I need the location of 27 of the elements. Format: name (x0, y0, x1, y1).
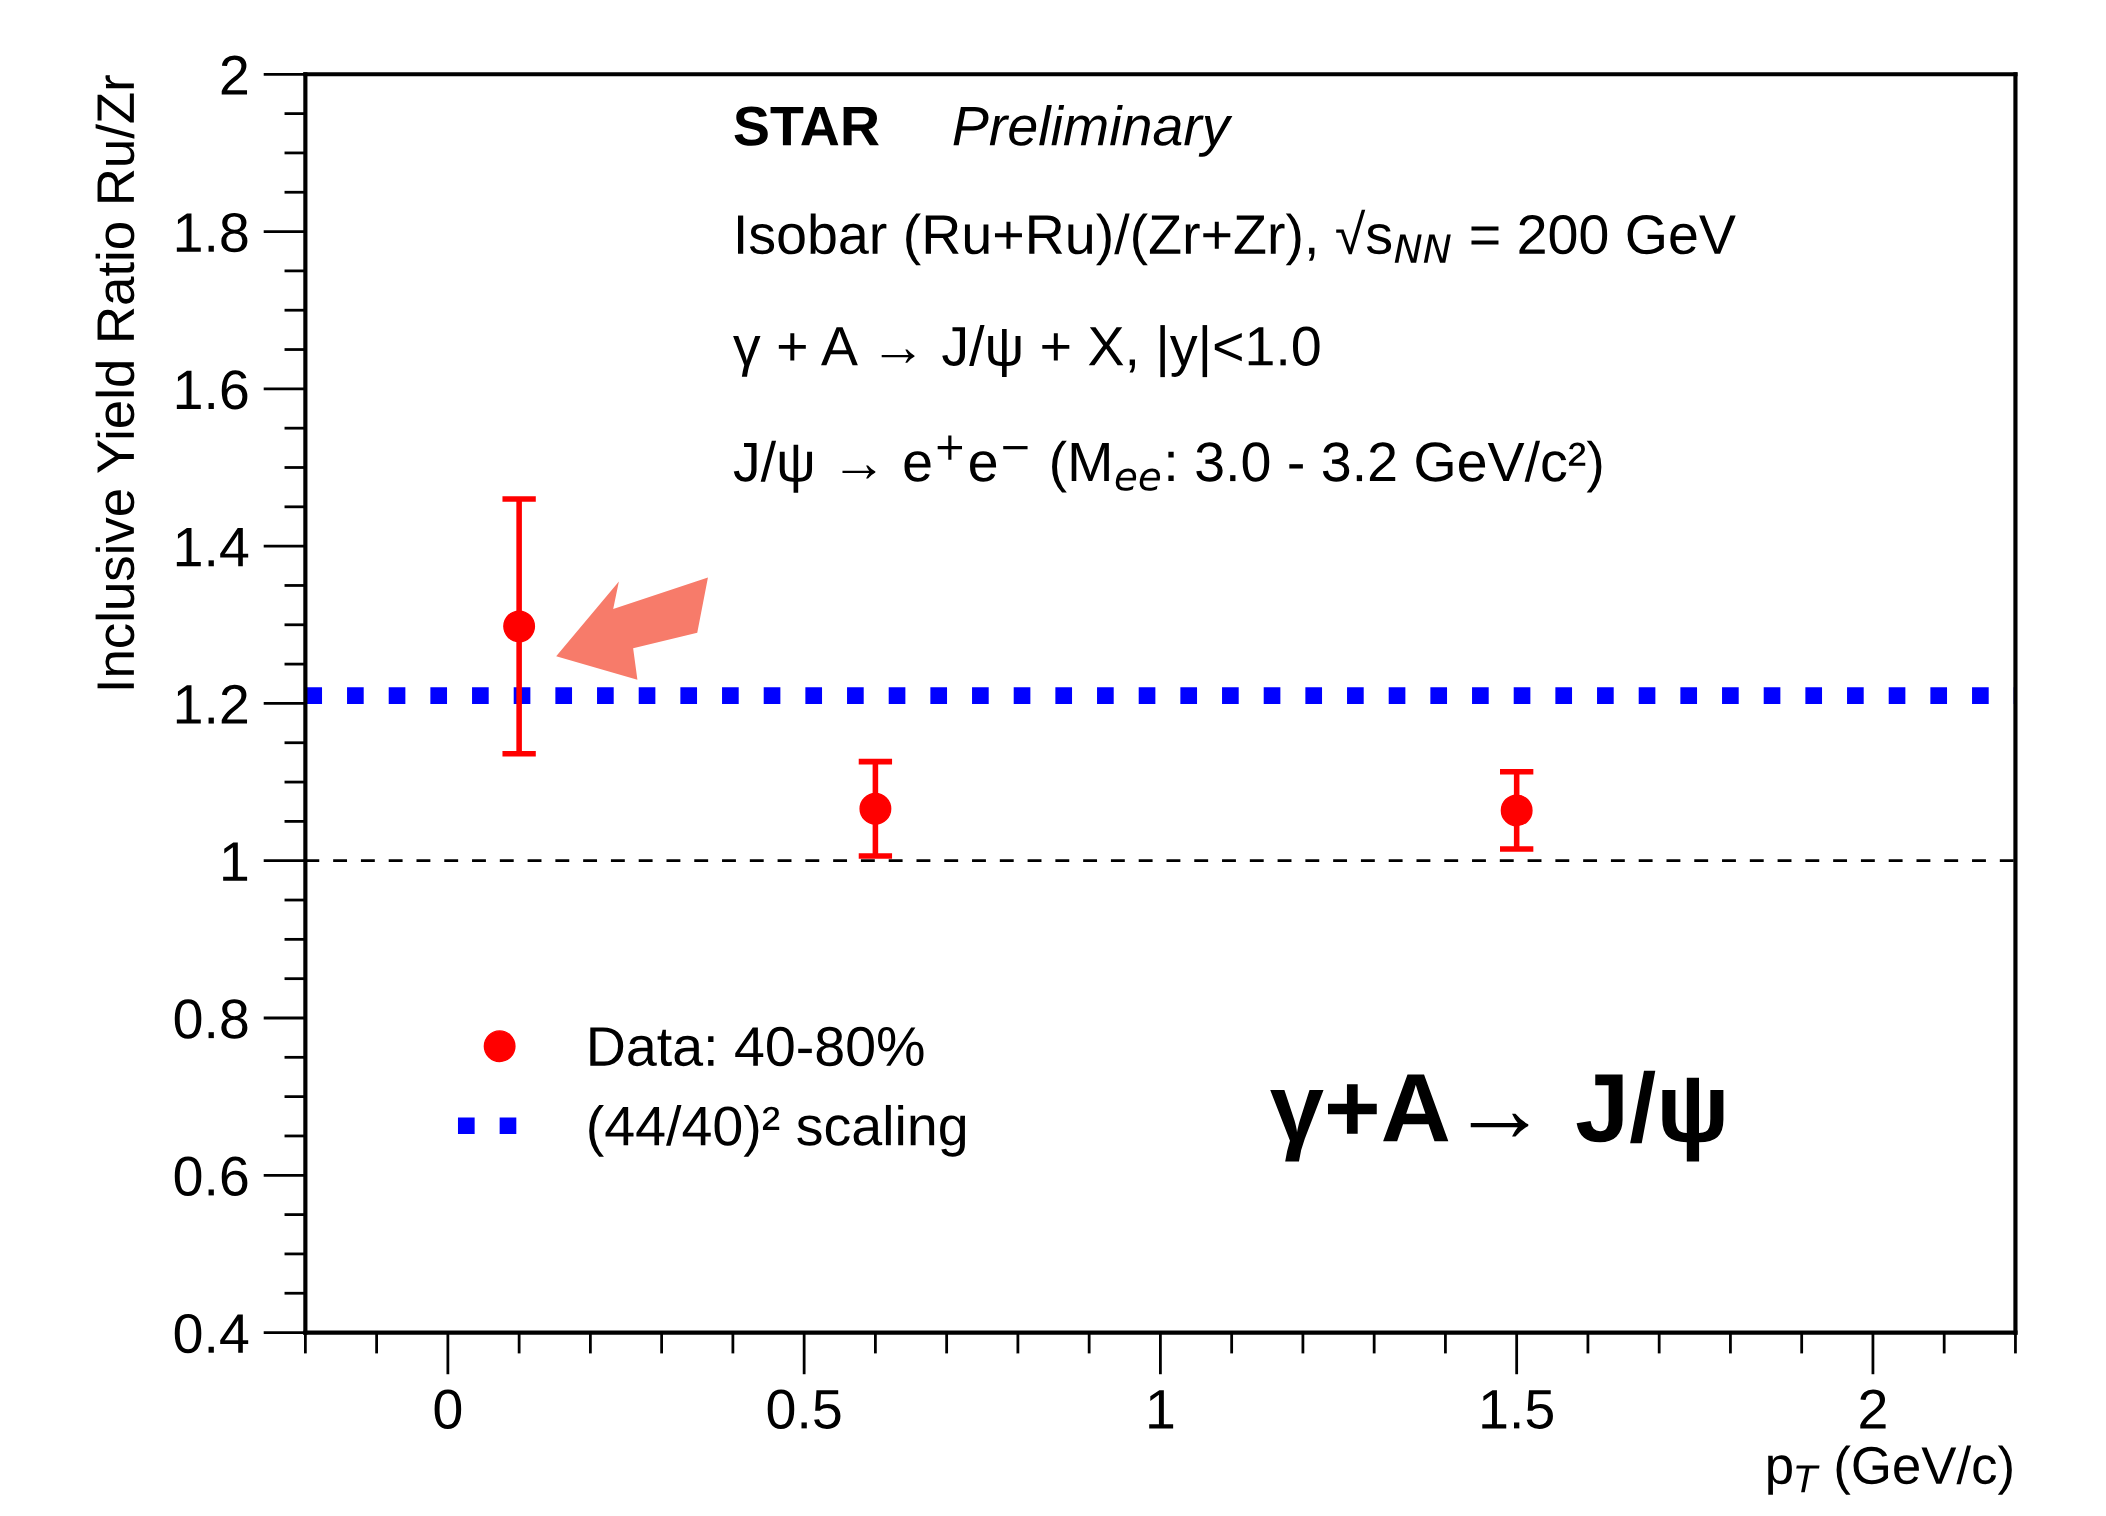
x-tick-label: 2 (1860, 1389, 1886, 1429)
y-tick-label: 0.8 (174, 999, 248, 1039)
point (859, 792, 892, 825)
annotation: J/ψ → e$^{+}$e$^{−}$ (M$_{ee}$: 3.0 - 3.2 GeV/c²) (733, 435, 1602, 493)
x-tick-label: 0 (434, 1389, 462, 1429)
x-tick-label: 0.5 (767, 1389, 841, 1429)
point (503, 610, 536, 643)
legend-label: Data: 40-80% (590, 1026, 924, 1067)
y-tick-label: 1.4 (176, 528, 249, 567)
y-tick-label: 2 (221, 55, 248, 95)
x-axis-title: p$_{T}$ (GeV/c) (1768, 1445, 2012, 1495)
y-tick-label: 1.8 (176, 212, 248, 253)
y-axis-title: Inclusive Yield Ratio Ru/Zr (95, 75, 135, 689)
x-tick-label: 1 (1149, 1390, 1174, 1429)
annotation: Preliminary (953, 105, 1233, 157)
x-tick-label: 1.5 (1482, 1390, 1553, 1429)
y-tick-label: 0.6 (174, 1156, 248, 1196)
y-tick-label: 1.2 (176, 684, 248, 724)
annotation: Isobar (Ru+Ru)/(Zr+Zr), √s$_{NN}$ = 200 GeV (738, 209, 1736, 266)
point (1500, 794, 1533, 827)
y-tick-label: 1.6 (176, 370, 248, 410)
y-tick-label: 0.4 (174, 1313, 249, 1354)
annotation: γ+A→ J/ψ (1270, 1070, 1724, 1162)
annotation: γ + A → J/ψ + X, |y|<1.0 (733, 325, 1320, 378)
annotation: STAR (734, 106, 879, 146)
y-tick-label: 1 (223, 842, 248, 881)
legend-label: (44/40)² scaling (589, 1104, 966, 1157)
